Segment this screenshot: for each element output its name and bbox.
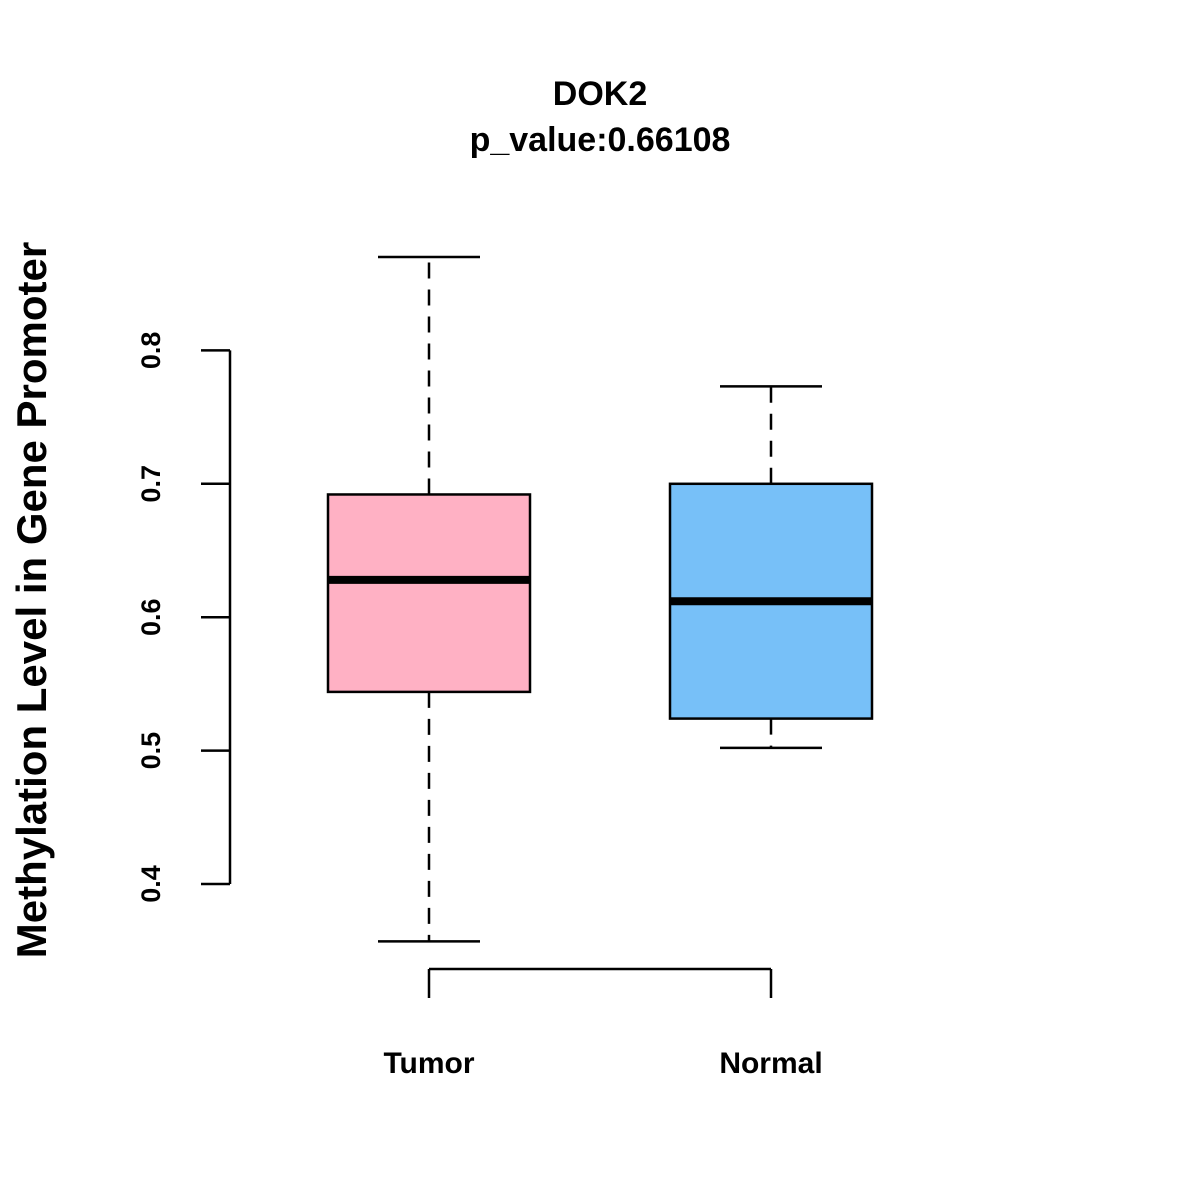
box-iqr [326, 493, 532, 694]
y-tick-label: 0.8 [136, 332, 166, 370]
y-tick-label: 0.7 [136, 465, 166, 503]
y-tick-label: 0.5 [136, 732, 166, 770]
boxes [326, 255, 874, 943]
y-tick-label: 0.4 [136, 865, 166, 903]
box-normal [668, 385, 874, 750]
x-tick-label: Normal [719, 1047, 822, 1080]
chart-title: DOK2 [553, 75, 647, 113]
x-tick-label: Tumor [383, 1047, 474, 1080]
y-axis-label: Methylation Level in Gene Promoter [8, 242, 55, 958]
y-axis: 0.4 0.5 0.6 0.7 0.8 [136, 332, 232, 903]
y-tick-label: 0.6 [136, 598, 166, 636]
box-tumor [326, 255, 532, 943]
chart-subtitle: p_value:0.66108 [470, 121, 731, 159]
x-axis: Tumor Normal [383, 967, 823, 1080]
